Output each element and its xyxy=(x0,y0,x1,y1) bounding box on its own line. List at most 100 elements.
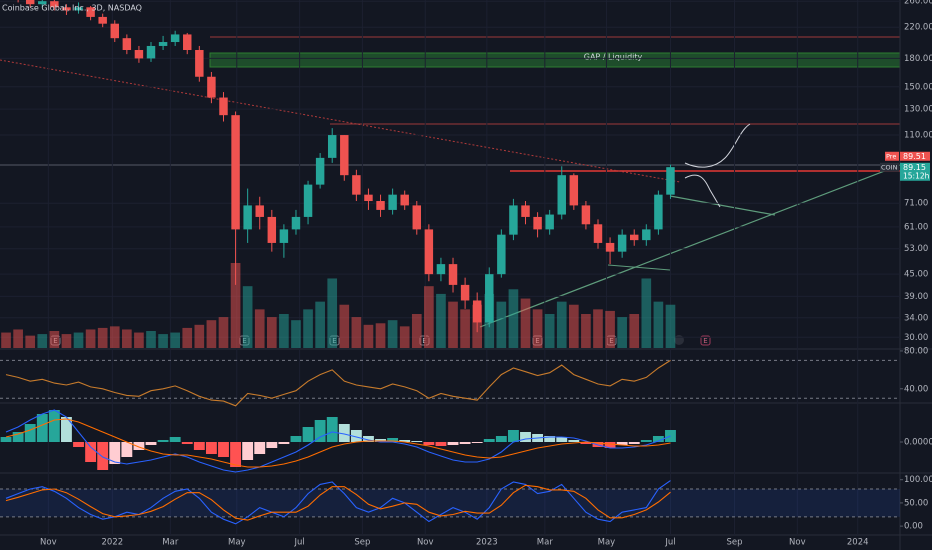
histogram-bar xyxy=(36,414,48,442)
x-tick-label: Jul xyxy=(664,538,675,548)
volume-bar xyxy=(122,329,132,348)
histogram-bar xyxy=(302,427,314,442)
y-tick-label: 80.00 xyxy=(904,346,928,356)
histogram-bar xyxy=(507,430,519,442)
histogram-bar xyxy=(145,442,157,445)
x-tick-label: Nov xyxy=(40,538,57,548)
x-tick-label: 2022 xyxy=(102,538,124,548)
y-tick-label: 220.00 xyxy=(904,23,932,33)
volume-bar xyxy=(109,326,120,348)
projection-down xyxy=(684,174,721,208)
annotation: GAP / Liquidity xyxy=(584,53,643,62)
volume-bar xyxy=(194,324,205,348)
volume-bar xyxy=(351,317,362,348)
volume-bar xyxy=(73,332,84,348)
volume-bar xyxy=(230,263,241,348)
histogram-bar xyxy=(230,442,242,467)
volume-bar xyxy=(279,314,289,348)
volume-bar xyxy=(1,332,11,348)
histogram-bar xyxy=(254,442,266,454)
y-tick-label: 30.00 xyxy=(904,333,928,343)
volume-bar xyxy=(315,301,325,348)
volume-bar xyxy=(411,314,422,348)
histogram-bar xyxy=(290,436,302,442)
histogram-bar xyxy=(12,432,24,442)
histogram-bar xyxy=(568,440,580,442)
histogram-bar xyxy=(411,441,423,442)
triangle-line xyxy=(669,195,776,216)
histogram-bar xyxy=(73,442,84,447)
price-tag-box xyxy=(900,162,930,181)
x-tick-label: 2023 xyxy=(476,538,498,548)
histogram-bar xyxy=(423,442,435,445)
y-tick-label: 50.00 xyxy=(904,498,928,508)
volume-bar xyxy=(641,278,652,348)
histogram-bar xyxy=(61,417,72,442)
indicator-line xyxy=(5,480,671,525)
volume-bar xyxy=(61,334,72,348)
volume-bar xyxy=(363,324,374,348)
volume-bar xyxy=(13,329,23,348)
price-tag-name: COIN xyxy=(881,163,898,171)
volume-bar xyxy=(436,293,446,348)
histogram-bar xyxy=(447,442,459,445)
histogram-bar xyxy=(157,440,169,442)
histogram-bar xyxy=(652,436,664,442)
volume-bar xyxy=(85,329,96,348)
earnings-label: E xyxy=(703,337,707,345)
histogram-bar xyxy=(0,437,12,442)
volume-bar xyxy=(242,286,253,348)
histogram-bar xyxy=(133,442,145,450)
volume-bar xyxy=(653,301,664,348)
y-tick-label: 150.00 xyxy=(904,82,932,92)
volume-bar xyxy=(424,286,434,348)
x-tick-label: 2024 xyxy=(847,538,869,548)
histogram-bar xyxy=(85,442,97,462)
volume-bar xyxy=(508,289,519,348)
histogram-bar xyxy=(218,442,229,457)
histogram-bar xyxy=(580,442,592,444)
volume-bar xyxy=(399,326,410,348)
volume-bar xyxy=(327,278,338,348)
price-tag-name: Pre xyxy=(886,152,896,160)
indicator-line xyxy=(5,484,671,521)
histogram-bar xyxy=(48,410,60,442)
x-tick-label: May xyxy=(598,538,616,548)
earnings-marker xyxy=(700,335,711,346)
volume-bar xyxy=(665,304,676,348)
histogram-bar xyxy=(326,417,338,442)
x-tick-label: May xyxy=(228,538,246,548)
y-tick-label: 34.00 xyxy=(904,313,928,323)
y-tick-label: 260.00 xyxy=(904,0,932,7)
volume-bar xyxy=(617,317,627,348)
histogram-bar xyxy=(121,442,133,457)
volume-bar xyxy=(556,301,567,348)
y-tick-label: 100.00 xyxy=(904,475,932,485)
drawings: GAP / Liquidity xyxy=(0,36,901,328)
histogram-bar xyxy=(242,442,254,460)
volume-bar xyxy=(629,314,640,348)
volume-bar xyxy=(303,309,313,348)
x-tick-label: Nov xyxy=(417,538,434,548)
histogram-bar xyxy=(628,442,640,444)
histogram-bar xyxy=(616,442,628,445)
volume-bar xyxy=(581,314,591,348)
volume-bar xyxy=(49,331,60,348)
volume-bar xyxy=(605,310,615,348)
histogram-bar xyxy=(483,439,495,442)
histogram-bar xyxy=(97,442,109,470)
volume-bar xyxy=(375,323,386,348)
y-tick-label: 40.00 xyxy=(904,384,928,394)
chart-title: Coinbase Global, Inc., 3D, NASDAQ xyxy=(2,4,142,13)
gap-zone xyxy=(209,52,901,68)
price-tag-value: 89.51 xyxy=(903,152,926,161)
volume-bar xyxy=(291,320,301,348)
volume-bar xyxy=(448,301,458,348)
y-tick-label: 53.00 xyxy=(904,244,928,254)
downtrend-line xyxy=(0,59,681,183)
volume-bar xyxy=(170,332,180,348)
volume-bar xyxy=(460,309,470,348)
histogram-bar xyxy=(435,442,447,446)
